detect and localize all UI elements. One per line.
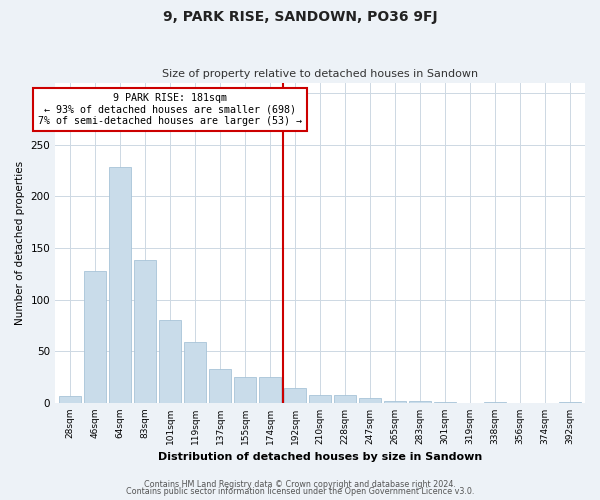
Bar <box>109 168 131 403</box>
Text: Contains HM Land Registry data © Crown copyright and database right 2024.: Contains HM Land Registry data © Crown c… <box>144 480 456 489</box>
Title: Size of property relative to detached houses in Sandown: Size of property relative to detached ho… <box>162 69 478 79</box>
Bar <box>159 320 181 403</box>
Bar <box>84 270 106 403</box>
Bar <box>234 377 256 403</box>
Bar <box>334 394 356 403</box>
Bar <box>184 342 206 403</box>
Bar <box>134 260 157 403</box>
X-axis label: Distribution of detached houses by size in Sandown: Distribution of detached houses by size … <box>158 452 482 462</box>
Bar <box>309 394 331 403</box>
Bar <box>559 402 581 403</box>
Bar <box>284 388 307 403</box>
Bar <box>484 402 506 403</box>
Bar <box>59 396 82 403</box>
Text: Contains public sector information licensed under the Open Government Licence v3: Contains public sector information licen… <box>126 487 474 496</box>
Text: 9 PARK RISE: 181sqm
← 93% of detached houses are smaller (698)
7% of semi-detach: 9 PARK RISE: 181sqm ← 93% of detached ho… <box>38 93 302 126</box>
Bar <box>209 369 232 403</box>
Bar <box>409 401 431 403</box>
Bar <box>434 402 456 403</box>
Bar <box>384 401 406 403</box>
Text: 9, PARK RISE, SANDOWN, PO36 9FJ: 9, PARK RISE, SANDOWN, PO36 9FJ <box>163 10 437 24</box>
Bar <box>359 398 382 403</box>
Y-axis label: Number of detached properties: Number of detached properties <box>15 160 25 325</box>
Bar <box>259 377 281 403</box>
